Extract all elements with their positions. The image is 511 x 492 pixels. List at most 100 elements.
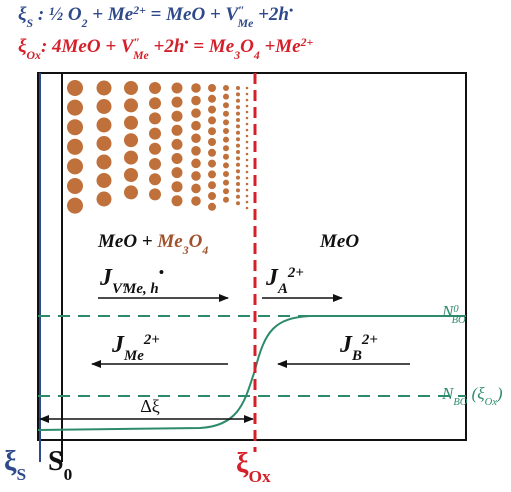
particle (246, 171, 249, 174)
text-part: 2+ (143, 332, 160, 348)
text-part: Ox (485, 397, 498, 408)
particle (124, 151, 138, 165)
text-part: J (339, 332, 353, 358)
axis-label: ξOx (236, 448, 271, 486)
particle (67, 178, 83, 194)
particle (208, 160, 216, 168)
particle (246, 177, 249, 180)
particle (223, 94, 229, 100)
particle (223, 85, 229, 91)
particle (236, 150, 240, 154)
particle (208, 106, 216, 114)
particle (191, 171, 201, 181)
text-part: O (240, 36, 254, 57)
particle (191, 133, 201, 143)
particle (246, 165, 249, 168)
particle (246, 105, 249, 108)
region-label: MeO (319, 231, 359, 252)
text-part: 0 (64, 465, 73, 484)
particle (97, 136, 112, 151)
equation: ξOx: 4MeO + V″Me +2h• = Me3O4 +Me2+ (18, 36, 313, 62)
text-part: 2+ (300, 36, 314, 49)
flux-label: JMe2+ (111, 332, 160, 364)
particle (223, 119, 229, 125)
particle (191, 184, 201, 194)
flux-label: JB2+ (339, 332, 378, 364)
text-part: 2+ (132, 4, 146, 17)
text-part: • (289, 4, 293, 17)
particle (208, 170, 216, 178)
text-part: , h (142, 281, 159, 297)
text-part: Me (132, 49, 149, 62)
text-part: 2+ (361, 332, 378, 348)
particle (246, 87, 249, 90)
particle (236, 188, 240, 192)
particle (246, 207, 249, 210)
text-part: +Me (260, 36, 301, 57)
particle (149, 128, 161, 140)
particle (149, 82, 161, 94)
particle (97, 81, 112, 96)
particle (236, 169, 240, 173)
particle (246, 99, 249, 102)
particle (67, 119, 83, 135)
particle (246, 147, 249, 150)
text-part: Me (237, 17, 254, 30)
particle (124, 133, 138, 147)
particle (223, 197, 229, 203)
particle (149, 112, 161, 124)
text-part: 4 (201, 244, 208, 257)
region-label: MeO + Me3O4 (97, 231, 208, 257)
particle (172, 139, 183, 150)
particle (236, 105, 240, 109)
particle (208, 127, 216, 135)
text-part: Me (122, 281, 143, 297)
text-part: J (111, 332, 125, 358)
particle (246, 183, 249, 186)
particle (97, 99, 112, 114)
text-part: : 4MeO + V (41, 36, 135, 57)
particle (223, 180, 229, 186)
text-part: ξ (4, 446, 17, 477)
particle (246, 141, 249, 144)
flux-label: JA2+ (265, 265, 304, 297)
particle (191, 121, 201, 131)
particle (246, 159, 249, 162)
particle (191, 108, 201, 118)
particle (223, 102, 229, 108)
particle (246, 201, 249, 204)
text-part: BO (452, 315, 466, 326)
particle (246, 195, 249, 198)
particle (236, 144, 240, 148)
particle (97, 118, 112, 133)
particle (223, 162, 229, 168)
text-part: (ξ (467, 384, 485, 403)
particle (97, 155, 112, 170)
text-part: ) (496, 384, 503, 403)
particle (208, 95, 216, 103)
particle (67, 80, 83, 96)
particle (191, 83, 201, 93)
particle (236, 137, 240, 141)
particle (67, 139, 83, 155)
particle (172, 97, 183, 108)
particle (223, 188, 229, 194)
text-part: Ox (27, 49, 41, 62)
text-part: = Me (189, 36, 235, 57)
text-part: 0 (453, 304, 459, 315)
particle (149, 143, 161, 155)
particle (223, 171, 229, 177)
text-part: J (265, 265, 279, 291)
particle (246, 153, 249, 156)
particle (172, 181, 183, 192)
particle (191, 96, 201, 106)
axis-label: S0 (48, 446, 73, 484)
particle (124, 185, 138, 199)
profile-curve (38, 316, 466, 430)
text-part: J (99, 265, 113, 291)
particle (124, 168, 138, 182)
particle (246, 93, 249, 96)
particle (236, 112, 240, 116)
particle (208, 138, 216, 146)
particle (172, 153, 183, 164)
